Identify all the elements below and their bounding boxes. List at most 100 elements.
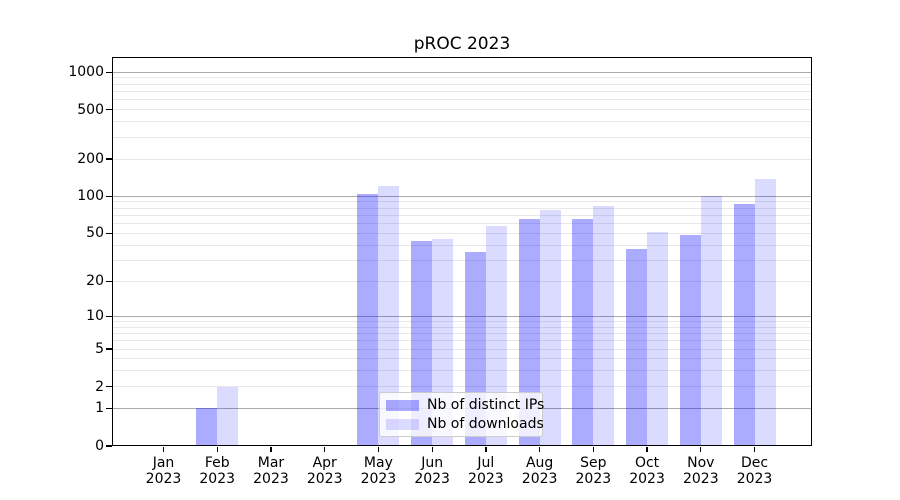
x-tick-mark (270, 447, 272, 452)
bar-distinct-ips (679, 235, 701, 446)
legend-row: Nb of distinct IPs (386, 397, 545, 413)
minor-gridline (112, 340, 812, 342)
x-tick-year: 2023 (253, 471, 289, 487)
x-tick-month: May (363, 455, 393, 471)
x-tick-month: Feb (204, 455, 230, 471)
x-tick-year: 2023 (306, 471, 343, 487)
bar-distinct-ips (357, 194, 379, 446)
bar-distinct-ips (626, 249, 648, 446)
bar-downloads (378, 185, 400, 446)
minor-gridline (112, 386, 812, 388)
minor-gridline (112, 90, 812, 92)
minor-gridline (112, 77, 812, 79)
minor-gridline (112, 244, 812, 246)
bar-downloads (593, 205, 615, 446)
minor-gridline (112, 83, 812, 85)
x-tick-label: Jan 2023 (132, 455, 196, 487)
minor-gridline (112, 348, 812, 350)
x-tick-mark (538, 447, 541, 452)
x-tick-year: 2023 (199, 471, 236, 487)
y-tick-label: 200 (77, 151, 104, 168)
minor-gridline (112, 326, 812, 328)
x-tick-mark (700, 447, 702, 452)
y-tick-label: 1000 (68, 64, 104, 81)
x-tick-label: Nov 2023 (669, 455, 733, 487)
minor-gridline (112, 370, 812, 372)
y-tick-mark (106, 195, 112, 197)
y-tick-mark (106, 158, 112, 160)
minor-gridline (112, 207, 812, 209)
bar-downloads (485, 226, 507, 446)
y-tick-label: 50 (86, 225, 104, 242)
bar-downloads (539, 209, 561, 446)
x-tick-month: Sep (580, 455, 607, 471)
y-tick-label: 500 (77, 101, 104, 118)
chart-title: pROC 2023 (413, 34, 511, 54)
legend-label: Nb of distinct IPs (427, 397, 545, 413)
y-tick-mark (106, 348, 112, 350)
minor-gridline (112, 358, 812, 360)
legend-row: Nb of downloads (386, 416, 544, 432)
x-tick-label: Feb 2023 (185, 455, 249, 487)
minor-gridline (112, 223, 812, 225)
y-tick-mark (106, 385, 112, 388)
x-tick-label: Oct 2023 (615, 455, 679, 487)
bar-distinct-ips (196, 408, 218, 446)
legend-label: Nb of downloads (427, 416, 544, 432)
x-tick-mark (162, 447, 165, 452)
x-tick-mark (431, 447, 433, 452)
minor-gridline (112, 109, 812, 111)
bar-distinct-ips (733, 204, 755, 446)
x-tick-month: Jan (152, 455, 175, 471)
y-tick-mark (106, 109, 112, 111)
x-tick-year: 2023 (521, 471, 558, 487)
bar-downloads (754, 179, 776, 446)
x-tick-month: Nov (687, 455, 715, 471)
x-tick-mark (592, 447, 594, 452)
x-tick-month: Mar (257, 455, 285, 471)
x-tick-year: 2023 (468, 471, 504, 487)
x-tick-label: May 2023 (346, 455, 410, 487)
bar-downloads (647, 232, 669, 446)
bar-distinct-ips (518, 218, 540, 446)
bar-distinct-ips (572, 219, 594, 446)
x-tick-year: 2023 (682, 471, 719, 487)
x-tick-mark (646, 447, 648, 452)
x-tick-label: Sep 2023 (561, 455, 625, 487)
x-tick-month: Dec (740, 455, 769, 471)
x-tick-mark (377, 447, 380, 452)
minor-gridline (112, 259, 812, 261)
minor-gridline (112, 214, 812, 216)
x-tick-year: 2023 (629, 471, 665, 487)
minor-gridline (112, 280, 812, 282)
minor-gridline (112, 99, 812, 101)
minor-gridline (112, 201, 812, 203)
legend-swatch-downloads (386, 418, 419, 430)
legend-swatch-distinct-ips (386, 399, 419, 411)
legend: Nb of distinct IPs Nb of downloads (379, 392, 545, 437)
x-tick-month: Aug (525, 455, 554, 471)
x-tick-month: Apr (312, 455, 337, 471)
x-tick-year: 2023 (145, 471, 182, 487)
x-tick-month: Jul (477, 455, 495, 471)
y-tick-label: 100 (77, 188, 104, 205)
x-tick-year: 2023 (736, 471, 773, 487)
y-tick-mark (106, 71, 112, 73)
y-tick-label: 2 (95, 378, 104, 395)
x-tick-label: Jun 2023 (400, 455, 464, 487)
major-gridline (112, 195, 812, 197)
y-tick-mark (106, 232, 112, 234)
minor-gridline (112, 232, 812, 234)
bar-downloads (700, 196, 722, 446)
y-tick-label: 10 (86, 308, 104, 325)
y-tick-mark (106, 315, 112, 317)
x-tick-label: Mar 2023 (239, 455, 303, 487)
y-tick-label: 20 (86, 273, 104, 290)
x-tick-label: Apr 2023 (293, 455, 357, 487)
x-tick-month: Oct (634, 455, 660, 471)
minor-gridline (112, 332, 812, 334)
x-tick-mark (216, 447, 218, 452)
